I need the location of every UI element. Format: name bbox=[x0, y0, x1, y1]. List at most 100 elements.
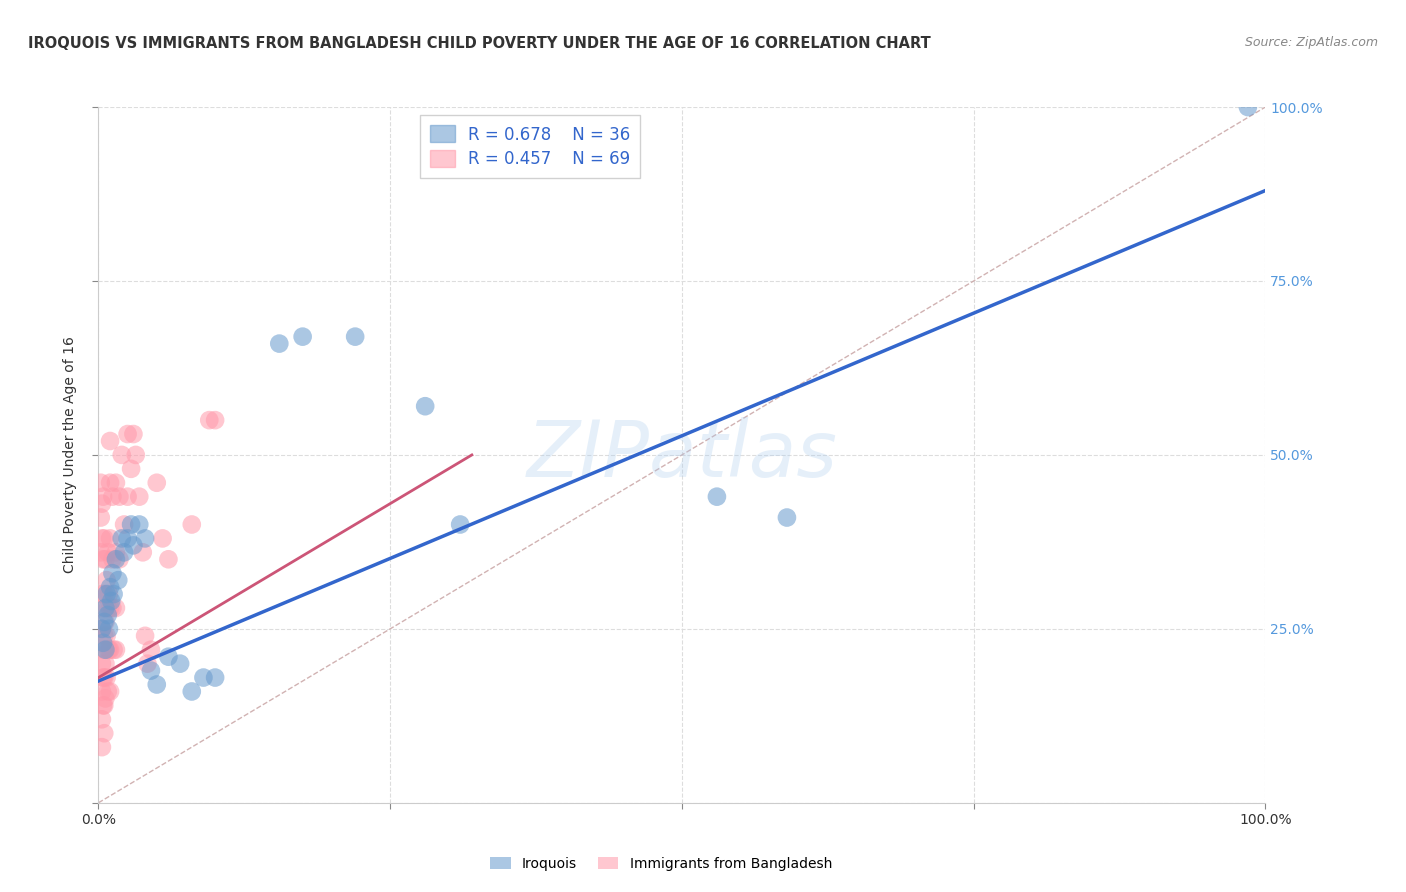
Point bbox=[97, 587, 120, 601]
Point bbox=[98, 580, 121, 594]
Point bbox=[90, 545, 112, 559]
Point bbox=[90, 684, 112, 698]
Point bbox=[180, 517, 202, 532]
Point bbox=[112, 545, 135, 559]
Point bbox=[104, 552, 127, 566]
Point bbox=[139, 664, 162, 678]
Point bbox=[98, 475, 121, 490]
Point bbox=[146, 677, 169, 691]
Point bbox=[291, 329, 314, 343]
Point bbox=[96, 629, 118, 643]
Point bbox=[103, 642, 125, 657]
Point bbox=[111, 532, 134, 546]
Point bbox=[101, 601, 124, 615]
Point bbox=[91, 671, 114, 685]
Point bbox=[97, 642, 120, 657]
Point bbox=[90, 475, 112, 490]
Point bbox=[90, 497, 112, 511]
Point bbox=[413, 399, 436, 413]
Point bbox=[97, 607, 120, 622]
Point bbox=[198, 413, 221, 427]
Legend: R = 0.678    N = 36, R = 0.457    N = 69: R = 0.678 N = 36, R = 0.457 N = 69 bbox=[420, 115, 641, 178]
Point bbox=[117, 427, 139, 442]
Point bbox=[269, 336, 291, 351]
Point bbox=[93, 698, 115, 713]
Point bbox=[90, 622, 112, 636]
Point bbox=[93, 587, 115, 601]
Point bbox=[120, 517, 142, 532]
Point bbox=[111, 448, 134, 462]
Point bbox=[101, 566, 124, 581]
Point bbox=[91, 552, 114, 566]
Point bbox=[90, 740, 112, 755]
Point bbox=[94, 552, 117, 566]
Point bbox=[90, 510, 112, 524]
Point bbox=[101, 552, 124, 566]
Point bbox=[128, 490, 150, 504]
Point bbox=[91, 601, 114, 615]
Point bbox=[117, 532, 139, 546]
Point bbox=[98, 532, 121, 546]
Point bbox=[97, 545, 120, 559]
Point bbox=[97, 642, 120, 657]
Point bbox=[100, 594, 122, 608]
Point bbox=[94, 615, 117, 629]
Point bbox=[90, 657, 112, 671]
Point bbox=[93, 671, 115, 685]
Point bbox=[157, 649, 180, 664]
Point bbox=[103, 587, 125, 601]
Point bbox=[96, 671, 118, 685]
Point bbox=[91, 642, 114, 657]
Point bbox=[107, 573, 129, 587]
Point bbox=[344, 329, 367, 343]
Point bbox=[90, 587, 112, 601]
Point bbox=[96, 573, 118, 587]
Point bbox=[104, 642, 127, 657]
Point bbox=[117, 490, 139, 504]
Legend: Iroquois, Immigrants from Bangladesh: Iroquois, Immigrants from Bangladesh bbox=[484, 851, 838, 876]
Y-axis label: Child Poverty Under the Age of 16: Child Poverty Under the Age of 16 bbox=[63, 336, 77, 574]
Point bbox=[134, 629, 156, 643]
Point bbox=[94, 601, 117, 615]
Point bbox=[776, 510, 799, 524]
Point bbox=[101, 490, 124, 504]
Point bbox=[449, 517, 471, 532]
Text: ZIPatlas: ZIPatlas bbox=[526, 417, 838, 493]
Text: IROQUOIS VS IMMIGRANTS FROM BANGLADESH CHILD POVERTY UNDER THE AGE OF 16 CORRELA: IROQUOIS VS IMMIGRANTS FROM BANGLADESH C… bbox=[28, 36, 931, 51]
Point bbox=[146, 475, 169, 490]
Point bbox=[132, 545, 155, 559]
Point bbox=[91, 698, 114, 713]
Point bbox=[98, 642, 121, 657]
Point bbox=[152, 532, 174, 546]
Point bbox=[104, 601, 127, 615]
Point bbox=[139, 642, 162, 657]
Point bbox=[157, 552, 180, 566]
Point bbox=[104, 475, 127, 490]
Point bbox=[169, 657, 191, 671]
Point bbox=[97, 684, 120, 698]
Text: Source: ZipAtlas.com: Source: ZipAtlas.com bbox=[1244, 36, 1378, 49]
Point bbox=[93, 726, 115, 740]
Point bbox=[90, 622, 112, 636]
Point bbox=[90, 532, 112, 546]
Point bbox=[1237, 100, 1260, 114]
Point bbox=[98, 434, 121, 448]
Point bbox=[128, 517, 150, 532]
Point bbox=[122, 427, 145, 442]
Point bbox=[193, 671, 215, 685]
Point bbox=[91, 490, 114, 504]
Point bbox=[93, 615, 115, 629]
Point bbox=[94, 691, 117, 706]
Point bbox=[108, 552, 131, 566]
Point bbox=[91, 636, 114, 650]
Point bbox=[98, 601, 121, 615]
Point bbox=[93, 629, 115, 643]
Point bbox=[104, 545, 127, 559]
Point bbox=[97, 622, 120, 636]
Point bbox=[94, 642, 117, 657]
Point bbox=[108, 490, 131, 504]
Point bbox=[90, 712, 112, 726]
Point bbox=[136, 657, 159, 671]
Point bbox=[93, 532, 115, 546]
Point bbox=[125, 448, 148, 462]
